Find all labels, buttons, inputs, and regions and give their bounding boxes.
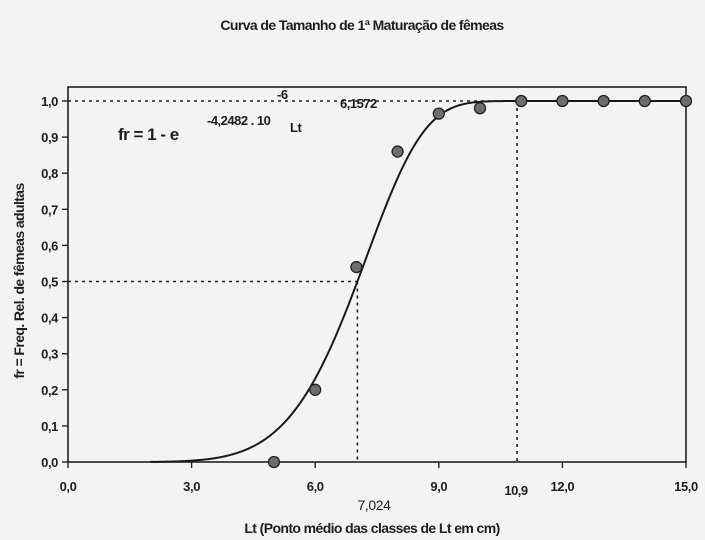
l50-annotation: 7,024 <box>357 497 391 513</box>
data-point <box>309 383 322 396</box>
x-tick-label: 9,0 <box>430 479 447 494</box>
fitted-curve <box>150 100 686 463</box>
equation-variable: Lt <box>290 120 302 135</box>
equation-coefficient: -4,2482 . 10 <box>207 113 271 128</box>
y-axis-label: fr = Freq. Rel. de fêmeas adultas <box>11 183 27 379</box>
x-tick-label: 0,0 <box>60 479 77 494</box>
y-tick-label: 0,9 <box>41 130 58 145</box>
y-tick-label: 0,8 <box>41 166 58 181</box>
chart-title: Curva de Tamanho de 1ª Maturação de fême… <box>220 17 504 33</box>
data-point <box>473 102 487 115</box>
l100-annotation: 10,9 <box>504 483 528 498</box>
y-tick-label: 0,0 <box>41 455 58 470</box>
equation-exponent-ten: -6 <box>277 87 288 102</box>
y-tick-label: 0,3 <box>41 347 58 362</box>
x-axis-label: Lt (Ponto médio das classes de Lt em cm) <box>244 520 499 536</box>
y-tick-label: 0,4 <box>41 311 59 326</box>
data-point <box>350 260 363 274</box>
y-tick-label: 1,0 <box>41 94 58 109</box>
data-point <box>515 94 528 108</box>
svg-text:fr = Freq. Rel. de fêmeas adul: fr = Freq. Rel. de fêmeas adultas <box>11 183 27 379</box>
equation-lhs: fr = 1 - e <box>118 125 179 144</box>
data-point <box>638 94 651 108</box>
data-point <box>679 94 693 108</box>
equation: fr = 1 - e -4,2482 . 10 -6 Lt 6,1572 <box>118 87 378 144</box>
x-tick-label: 3,0 <box>183 479 200 494</box>
y-tick-label: 0,2 <box>41 383 58 398</box>
y-tick-label: 0,5 <box>41 275 58 290</box>
data-point <box>267 455 281 469</box>
data-point <box>391 145 404 158</box>
x-tick-label: 6,0 <box>307 479 324 494</box>
y-tick-label: 0,7 <box>41 202 58 217</box>
x-tick-label: 15,0 <box>674 479 698 494</box>
equation-power: 6,1572 <box>340 96 377 111</box>
y-tick-label: 0,1 <box>41 419 58 434</box>
data-point <box>432 107 445 120</box>
plot-frame <box>67 86 687 463</box>
plot-area: 0,0 0,1 0,2 0,3 0,4 0,5 0,6 0,7 0,8 0,9 1,0 0,0 3,0 6… <box>41 86 698 494</box>
y-tick-label: 0,6 <box>41 238 58 253</box>
data-point <box>556 94 569 108</box>
x-tick-label: 12,0 <box>551 479 575 494</box>
data-point <box>597 94 610 108</box>
